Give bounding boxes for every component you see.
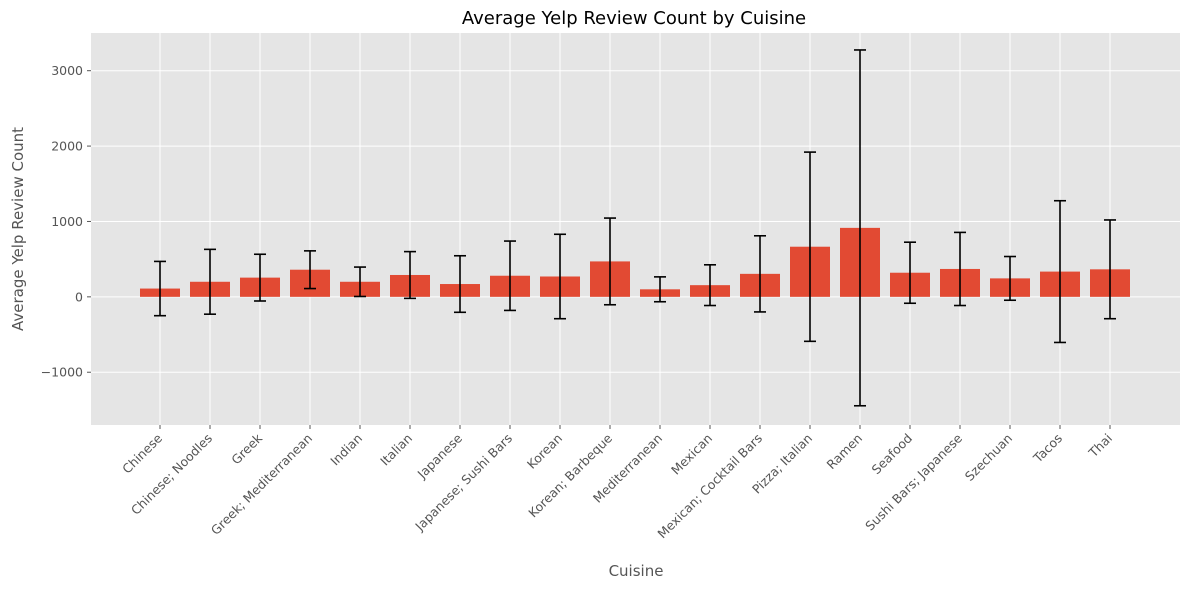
x-tick-label: Szechuan: [962, 431, 1015, 484]
error-bar: [154, 260, 166, 317]
x-tick-label: Italian: [377, 431, 415, 469]
error-bar: [704, 264, 716, 307]
error-bar: [254, 253, 266, 302]
chart-title: Average Yelp Review Count by Cuisine: [462, 8, 806, 29]
y-tick-label: 1000: [51, 214, 83, 229]
y-tick-label: 0: [75, 289, 83, 304]
error-bar: [554, 233, 566, 320]
error-bar: [1004, 255, 1016, 302]
x-tick-label: Seafood: [869, 431, 916, 478]
y-axis-label: Average Yelp Review Count: [9, 127, 27, 331]
x-tick-label: Thai: [1085, 431, 1115, 461]
error-bar: [754, 234, 766, 313]
error-bar: [1104, 219, 1116, 320]
x-tick-label: Sushi Bars; Japanese: [862, 430, 965, 533]
x-tick-label: Korean: [524, 431, 565, 472]
error-bars: [154, 49, 1116, 407]
error-bar: [854, 49, 866, 407]
error-bar: [504, 240, 516, 312]
error-bar: [354, 266, 366, 298]
x-tick-label: Indian: [327, 431, 365, 469]
error-bar: [1054, 199, 1066, 344]
error-bar: [454, 254, 466, 314]
x-axis-label: Cuisine: [609, 562, 664, 580]
x-tick-label: Tacos: [1030, 431, 1066, 467]
x-tick-label: Japanese; Sushi Bars: [411, 431, 515, 535]
error-bar: [404, 250, 416, 300]
y-tick-label: 3000: [51, 63, 83, 78]
error-bar: [954, 231, 966, 307]
error-bar: [304, 250, 316, 290]
y-tick-label: 2000: [51, 139, 83, 154]
x-tick-label: Ramen: [823, 431, 865, 473]
y-tick-label: −1000: [41, 365, 83, 380]
error-bar: [804, 151, 816, 343]
error-bar: [654, 276, 666, 303]
x-tick-label: Mexican: [668, 431, 715, 478]
x-tick-label: Chinese: [119, 430, 165, 476]
plot-area: [91, 33, 1180, 425]
error-bar: [204, 248, 216, 315]
x-tick-label: Greek; Mediterranean: [208, 431, 315, 538]
error-bar: [904, 241, 916, 305]
x-tick-label: Greek: [228, 430, 265, 467]
y-axis-ticks: −1000 0 1000 2000 3000: [41, 63, 91, 380]
x-tick-label: Korean; Barbeque: [525, 430, 615, 520]
x-tick-label: Japanese: [414, 430, 466, 482]
error-bar: [604, 217, 616, 306]
